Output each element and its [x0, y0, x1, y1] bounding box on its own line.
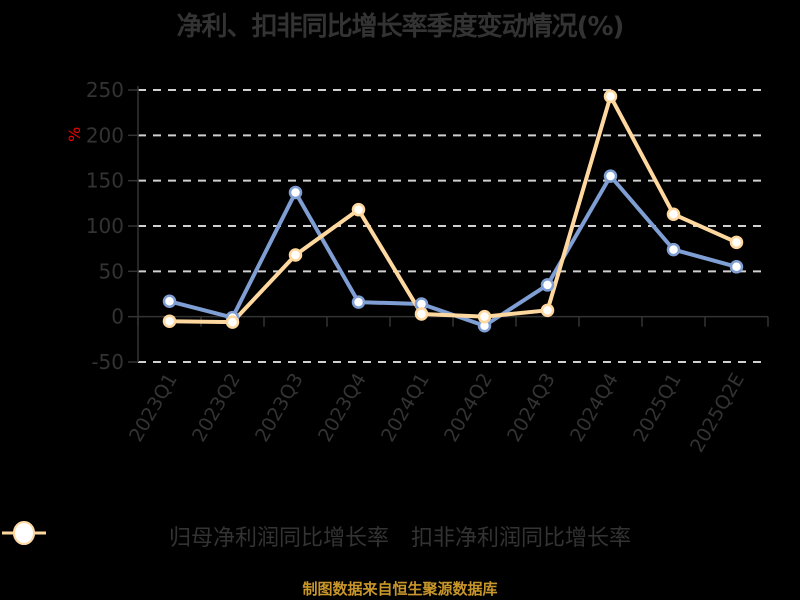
data-source-note: 制图数据来自恒生聚源数据库 — [302, 580, 498, 598]
data-point-0-0[interactable] — [162, 294, 177, 309]
x-tick-label: 2023Q3 — [251, 370, 308, 446]
x-tick-label: 2025Q1 — [629, 370, 686, 446]
data-point-1-8[interactable] — [666, 207, 681, 221]
data-point-1-3[interactable] — [351, 202, 366, 217]
legend-item-deducted-profit[interactable]: 扣非净利润同比增长率 — [2, 520, 632, 552]
y-tick-label: 100 — [86, 214, 124, 238]
x-tick-label: 2023Q1 — [125, 370, 182, 446]
x-tick-label: 2023Q2 — [188, 370, 245, 446]
data-point-0-3[interactable] — [351, 295, 366, 309]
chart-title: 净利、扣非同比增长率季度变动情况(%) — [176, 12, 625, 42]
data-point-1-4[interactable] — [414, 307, 429, 321]
x-tick-label: 2023Q4 — [314, 370, 371, 446]
data-point-1-7[interactable] — [603, 89, 618, 104]
x-tick-label: 2024Q3 — [503, 370, 560, 446]
y-tick-label: 0 — [111, 305, 124, 329]
y-axis-unit: % — [65, 127, 84, 142]
data-point-1-5[interactable] — [477, 309, 492, 324]
data-point-0-8[interactable] — [666, 242, 681, 257]
data-point-0-6[interactable] — [540, 278, 555, 292]
series-line-0 — [168, 174, 738, 328]
y-tick-label: 200 — [86, 123, 124, 147]
data-point-1-2[interactable] — [288, 248, 303, 262]
data-point-1-0[interactable] — [162, 314, 177, 328]
x-tick-label: 2025Q2E — [686, 370, 749, 457]
x-tick-label: 2024Q2 — [440, 370, 497, 446]
data-point-0-2[interactable] — [288, 185, 303, 200]
data-point-0-9[interactable] — [729, 260, 744, 274]
y-tick-label: 150 — [86, 169, 124, 193]
y-tick-label: 50 — [99, 259, 124, 283]
x-tick-label: 2024Q4 — [566, 370, 623, 446]
legend-label: 扣非净利润同比增长率 — [411, 526, 632, 551]
legend-item-net-profit[interactable]: 归母净利润同比增长率 — [2, 520, 389, 552]
data-point-0-7[interactable] — [603, 169, 618, 183]
data-point-1-1[interactable] — [225, 315, 240, 329]
data-point-1-9[interactable] — [729, 235, 744, 250]
legend: 归母净利润同比增长率 扣非净利润同比增长率 — [0, 520, 800, 552]
legend-label: 归母净利润同比增长率 — [168, 526, 389, 551]
data-point-1-6[interactable] — [540, 303, 555, 318]
legend-marker-orange-icon — [2, 521, 46, 545]
series-line-1 — [169, 94, 738, 325]
x-tick-label: 2024Q1 — [377, 370, 434, 446]
y-tick-label: 250 — [86, 78, 124, 102]
y-tick-label: -50 — [91, 350, 124, 374]
